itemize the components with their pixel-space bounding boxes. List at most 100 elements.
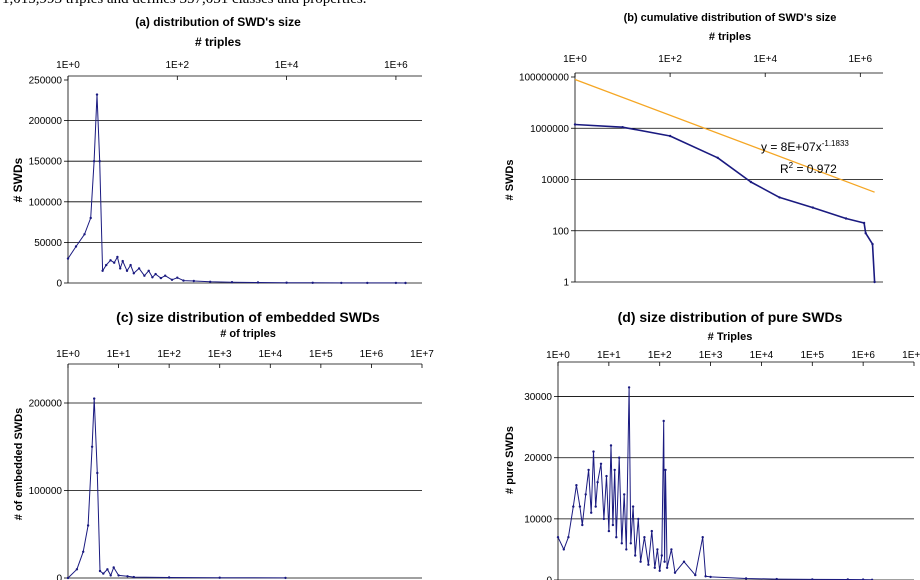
data-point xyxy=(311,281,314,284)
y-tick-label: 100000 xyxy=(29,197,63,208)
data-point xyxy=(629,542,632,545)
x-tick-label: 1E+2 xyxy=(648,350,672,361)
chart-a: (a) distribution of SWD's size # triples #… xyxy=(11,15,422,290)
data-point xyxy=(609,444,613,447)
data-point xyxy=(634,554,637,557)
data-point xyxy=(117,574,120,577)
data-point xyxy=(102,572,105,575)
data-point xyxy=(778,196,781,199)
y-tick-label: 100000 xyxy=(29,486,63,497)
series-line xyxy=(574,123,876,283)
data-point xyxy=(871,242,874,246)
data-point xyxy=(93,397,96,400)
data-point xyxy=(704,575,707,578)
series-line xyxy=(67,398,286,579)
data-point xyxy=(109,574,112,577)
x-tick-label: 1E+4 xyxy=(750,350,774,361)
data-point xyxy=(567,536,570,539)
data-point xyxy=(605,474,608,478)
data-point xyxy=(599,462,603,465)
y-tick-label: 100 xyxy=(552,226,569,237)
data-point xyxy=(749,180,753,184)
x-axis-label: # of triples xyxy=(220,328,276,340)
x-tick-label: 1E+3 xyxy=(208,349,232,360)
chart-b: (b) cumulative distribution of SWD's siz… xyxy=(504,12,883,289)
data-point xyxy=(643,536,646,539)
data-point xyxy=(132,575,135,579)
data-point xyxy=(631,505,635,508)
x-tick-label: 1E+2 xyxy=(658,54,682,65)
y-tick-label: 30000 xyxy=(524,392,552,403)
data-point xyxy=(154,272,157,276)
data-point xyxy=(873,280,876,284)
data-point xyxy=(575,484,578,487)
x-axis-label: # triples xyxy=(195,35,241,49)
data-point xyxy=(159,276,163,280)
y-tick-label: 100000000 xyxy=(519,73,569,84)
data-point xyxy=(556,536,560,539)
data-point xyxy=(126,575,129,578)
chart-c: (c) size distribution of embedded SWDs # … xyxy=(13,309,434,580)
data-point xyxy=(75,568,79,571)
data-point xyxy=(625,548,628,551)
x-tick-label: 1E+3 xyxy=(699,350,723,361)
data-point xyxy=(578,505,582,508)
x-tick-label: 1E+5 xyxy=(800,350,824,361)
data-point xyxy=(587,468,590,472)
y-axis-label: # of embedded SWDs xyxy=(13,408,25,520)
data-point xyxy=(119,267,122,270)
data-point xyxy=(581,523,584,527)
data-point xyxy=(170,278,174,281)
data-point xyxy=(116,255,119,259)
y-tick-label: 50000 xyxy=(34,238,62,249)
data-point xyxy=(66,257,70,260)
y-tick-label: 0 xyxy=(56,279,62,290)
chart-title: (a) distribution of SWD's size xyxy=(135,15,301,29)
data-point xyxy=(105,263,108,267)
x-tick-label: 1E+7 xyxy=(410,349,434,360)
x-tick-label: 1E+0 xyxy=(546,350,570,361)
data-point xyxy=(366,281,369,285)
data-point xyxy=(98,160,101,163)
chart-title: (c) size distribution of embedded SWDs xyxy=(116,309,380,325)
data-point xyxy=(658,569,661,572)
data-point xyxy=(664,468,667,472)
data-point xyxy=(96,471,99,475)
data-point xyxy=(182,279,185,282)
x-tick-label: 1E+2 xyxy=(157,349,181,360)
y-tick-label: 1 xyxy=(563,278,569,289)
data-point xyxy=(618,456,621,459)
data-point xyxy=(129,263,132,267)
data-point xyxy=(147,269,150,272)
data-point xyxy=(709,575,712,579)
data-point xyxy=(284,576,287,580)
data-point xyxy=(844,217,848,220)
x-tick-label: 1E+7 xyxy=(902,350,920,361)
data-point xyxy=(611,523,615,527)
data-point xyxy=(602,517,606,521)
data-point xyxy=(615,536,618,539)
data-point xyxy=(143,274,146,277)
data-point xyxy=(862,221,866,225)
data-point xyxy=(137,267,141,270)
data-point xyxy=(584,493,587,496)
data-point xyxy=(82,550,85,553)
data-point xyxy=(682,560,686,563)
data-point xyxy=(340,281,343,285)
data-point xyxy=(132,272,135,275)
data-point xyxy=(647,563,650,566)
x-tick-label: 1E+4 xyxy=(275,60,299,71)
data-point xyxy=(176,276,179,279)
data-point xyxy=(285,281,288,284)
data-point xyxy=(83,233,86,236)
data-point xyxy=(627,386,631,389)
data-point xyxy=(811,206,814,209)
data-point xyxy=(592,450,595,453)
data-point xyxy=(125,269,129,272)
x-tick-label: 1E+0 xyxy=(56,349,80,360)
data-point xyxy=(572,505,575,508)
y-tick-label: 10000 xyxy=(541,175,569,186)
data-point xyxy=(95,93,99,96)
data-point xyxy=(590,511,593,514)
data-point xyxy=(653,566,656,569)
